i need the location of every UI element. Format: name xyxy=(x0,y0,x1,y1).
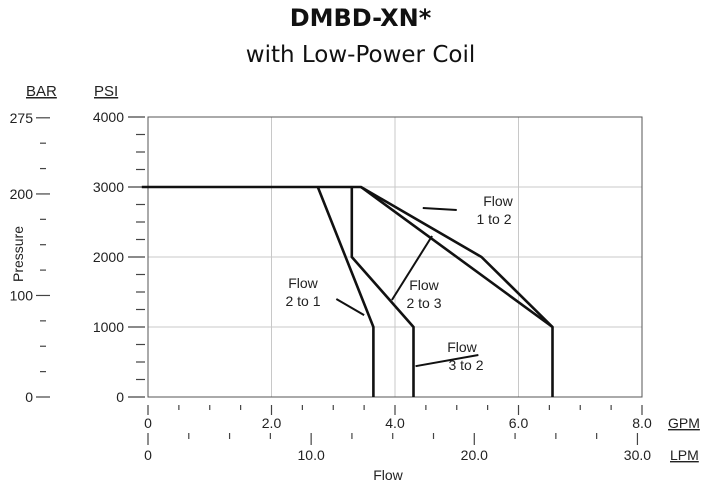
plot-frame xyxy=(147,116,643,398)
annotation-flow-1-to-2-line1: Flow xyxy=(483,193,513,209)
annotation-leader-line xyxy=(391,235,433,301)
lpm-tick-label: 10.0 xyxy=(298,447,325,463)
series-line-flow-3-to-2 xyxy=(350,187,415,397)
annotation-flow-2-to-1-line2: 2 to 1 xyxy=(285,293,320,309)
y-axis-unit-bar: BAR xyxy=(26,83,57,100)
chart-subtitle: with Low-Power Coil xyxy=(245,42,476,68)
gpm-tick-label: 8.0 xyxy=(632,415,652,431)
series-line-flow-2-to-3 xyxy=(360,185,554,329)
annotation-flow-2-to-3-line2: 2 to 3 xyxy=(406,295,441,311)
lpm-tick-label: 0 xyxy=(144,447,152,463)
annotation-flow-2-to-1-line1: Flow xyxy=(288,275,318,291)
y-axis-label: Pressure xyxy=(10,226,26,282)
annotation-flow-3-to-2-line2: 3 to 2 xyxy=(448,357,483,373)
gpm-tick-label: 0 xyxy=(144,415,152,431)
bar-tick-label: 200 xyxy=(10,186,34,202)
annotation-flow-3-to-2-line1: Flow xyxy=(447,339,477,355)
bar-tick-label: 0 xyxy=(25,389,33,405)
annotation-flow-2-to-3-line1: Flow xyxy=(409,277,439,293)
gpm-tick-label: 6.0 xyxy=(509,415,529,431)
series-line-flow-2-to-1 xyxy=(316,186,375,397)
gpm-tick-label: 4.0 xyxy=(385,415,405,431)
annotation-leader-line xyxy=(335,298,365,316)
bar-tick-label: 100 xyxy=(10,287,34,303)
psi-tick-label: 1000 xyxy=(93,319,124,335)
annotation-leader-line xyxy=(422,207,457,211)
x-axis-unit-gpm: GPM xyxy=(668,415,700,431)
series-line-flow-1-to-2 xyxy=(141,185,554,397)
bar-tick-label: 275 xyxy=(10,110,34,126)
psi-tick-label: 0 xyxy=(116,389,124,405)
psi-tick-label: 4000 xyxy=(93,109,124,125)
annotation-leader-line xyxy=(415,354,479,368)
y-axis-unit-psi: PSI xyxy=(94,83,118,100)
annotation-flow-1-to-2-line2: 1 to 2 xyxy=(476,211,511,227)
psi-tick-label: 2000 xyxy=(93,249,124,265)
x-axis-unit-lpm: LPM xyxy=(670,447,699,463)
lpm-tick-label: 30.0 xyxy=(624,447,651,463)
psi-tick-label: 3000 xyxy=(93,179,124,195)
x-axis-label: Flow xyxy=(373,467,403,483)
lpm-tick-label: 20.0 xyxy=(461,447,488,463)
chart-title: DMBD-XN* xyxy=(289,4,432,32)
gpm-tick-label: 2.0 xyxy=(262,415,282,431)
